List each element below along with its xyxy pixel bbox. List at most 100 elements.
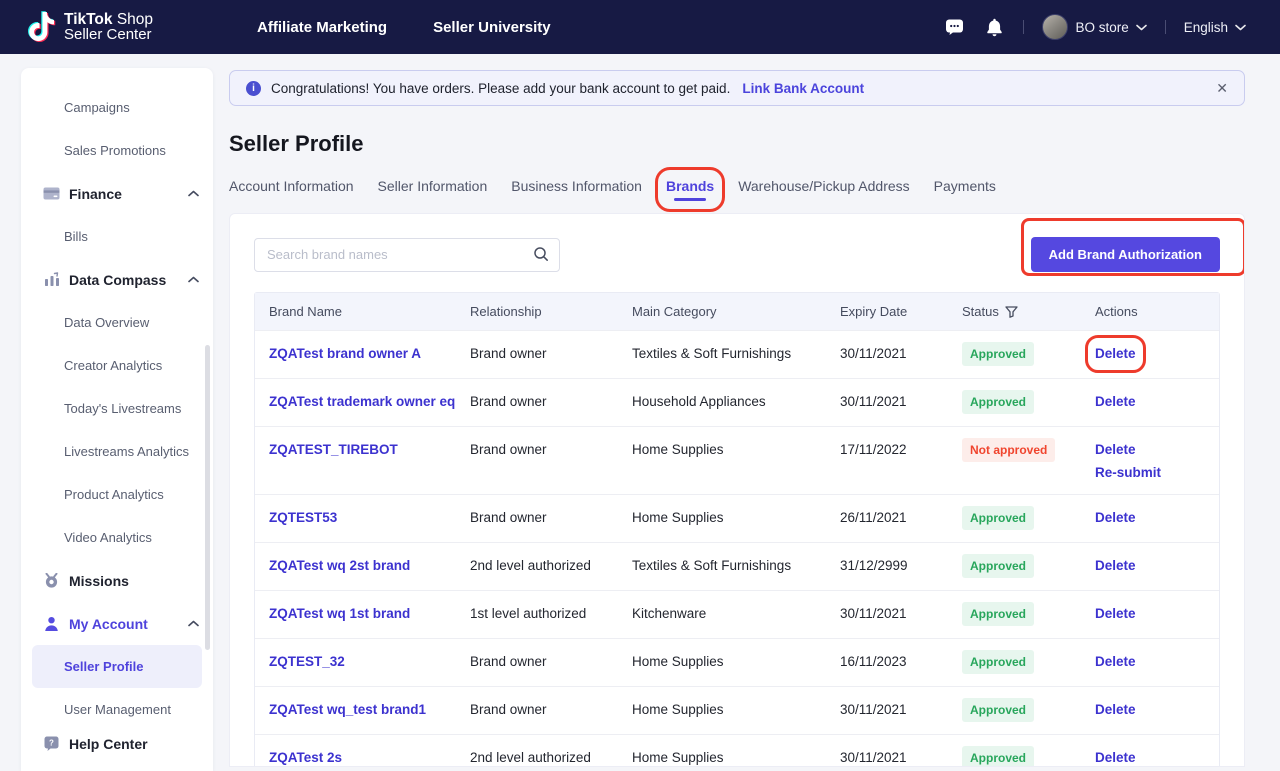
nav-links: Affiliate Marketing Seller University [257, 19, 551, 36]
help-icon: ? [43, 735, 60, 752]
table-row: ZQTEST_32 Brand owner Home Supplies 16/1… [255, 638, 1219, 686]
sidebar-item-data-compass[interactable]: Data Compass [21, 258, 213, 301]
sidebar-item-user-management[interactable]: User Management [64, 702, 171, 717]
table-row: ZQTEST53 Brand owner Home Supplies 26/11… [255, 494, 1219, 542]
brand-name-link[interactable]: ZQATest wq_test brand1 [269, 702, 427, 717]
relationship-cell: Brand owner [470, 394, 547, 409]
chevron-up-icon [188, 190, 199, 197]
tab-warehouse-pickup-address[interactable]: Warehouse/Pickup Address [738, 178, 910, 194]
tab-account-information[interactable]: Account Information [229, 178, 354, 194]
col-actions: Actions [1095, 304, 1138, 319]
sidebar-item-todays-livestreams[interactable]: Today's Livestreams [64, 401, 182, 416]
tiktok-logo-icon [28, 10, 56, 43]
actions-cell: Delete [1095, 749, 1219, 766]
brand-name-link[interactable]: ZQATest trademark owner eq [269, 394, 456, 409]
brand-name-link[interactable]: ZQTEST_32 [269, 654, 345, 669]
sidebar-item-bills[interactable]: Bills [64, 229, 88, 244]
expiry-date-cell: 31/12/2999 [840, 558, 908, 573]
col-expiry-date: Expiry Date [840, 304, 908, 319]
expiry-date-cell: 16/11/2023 [840, 654, 907, 669]
chat-icon[interactable] [943, 16, 965, 38]
actions-cell: Delete [1095, 509, 1219, 527]
missions-icon [43, 572, 60, 589]
sidebar-item-campaigns[interactable]: Campaigns [64, 100, 130, 115]
search-icon[interactable] [533, 246, 549, 262]
link-bank-account-link[interactable]: Link Bank Account [742, 80, 865, 96]
tiktok-shop-logo[interactable]: TikTok Shop Seller Center [28, 10, 153, 43]
sidebar-item-video-analytics[interactable]: Video Analytics [64, 530, 152, 545]
chevron-up-icon [188, 276, 199, 283]
category-cell: Household Appliances [632, 394, 766, 409]
relationship-cell: 1st level authorized [470, 606, 587, 621]
resubmit-link[interactable]: Re-submit [1095, 465, 1162, 480]
delete-link[interactable]: Delete [1095, 606, 1136, 621]
brand-name-link[interactable]: ZQATest wq 1st brand [269, 606, 411, 621]
nav-divider [1164, 20, 1166, 34]
tab-bar: Account Information Seller Information B… [229, 167, 1245, 212]
sidebar-item-help-center[interactable]: ? Help Center [21, 722, 213, 765]
status-badge: Approved [962, 698, 1035, 722]
category-cell: Home Supplies [632, 442, 724, 457]
search-input[interactable] [254, 237, 560, 272]
expiry-date-cell: 30/11/2021 [840, 394, 907, 409]
brand-name: TikTok [64, 11, 113, 28]
brand-subtitle: Seller Center [64, 26, 152, 43]
table-body: ZQATest brand owner A Brand owner Textil… [255, 330, 1219, 766]
sidebar-item-seller-profile[interactable]: Seller Profile [32, 645, 202, 688]
brand-name-link[interactable]: ZQATest wq 2st brand [269, 558, 411, 573]
tab-business-information[interactable]: Business Information [511, 178, 642, 194]
brand-name-link[interactable]: ZQATest brand owner A [269, 346, 422, 361]
delete-link[interactable]: Delete [1095, 750, 1136, 765]
top-navbar: TikTok Shop Seller Center Affiliate Mark… [0, 0, 1280, 54]
expiry-date-cell: 30/11/2021 [840, 346, 907, 361]
col-brand-name: Brand Name [269, 304, 342, 319]
brand-name-link[interactable]: ZQTEST53 [269, 510, 338, 525]
category-cell: Home Supplies [632, 750, 724, 765]
sidebar-item-finance[interactable]: Finance [21, 172, 213, 215]
add-brand-authorization-button[interactable]: Add Brand Authorization [1030, 237, 1220, 272]
sidebar-scrollbar[interactable] [205, 345, 210, 650]
language-switcher[interactable]: English [1184, 20, 1246, 35]
relationship-cell: Brand owner [470, 654, 547, 669]
delete-link[interactable]: Delete [1095, 510, 1136, 525]
actions-cell: Delete [1095, 557, 1219, 575]
col-status: Status [962, 304, 1095, 319]
actions-cell: Delete [1095, 653, 1219, 671]
delete-link[interactable]: Delete [1095, 394, 1136, 409]
close-icon[interactable]: ✕ [1216, 80, 1228, 96]
sidebar-item-data-overview[interactable]: Data Overview [64, 315, 150, 330]
status-badge: Approved [962, 390, 1035, 414]
category-cell: Textiles & Soft Furnishings [632, 346, 792, 361]
delete-link[interactable]: Delete [1085, 335, 1146, 373]
brands-panel: Add Brand Authorization Brand Name Relat… [229, 213, 1245, 767]
delete-link[interactable]: Delete [1095, 558, 1136, 573]
sidebar-item-livestreams-analytics[interactable]: Livestreams Analytics [64, 444, 189, 459]
table-row: ZQATEST_TIREBOT Brand owner Home Supplie… [255, 426, 1219, 494]
tab-payments[interactable]: Payments [933, 178, 996, 194]
relationship-cell: Brand owner [470, 442, 547, 457]
col-relationship: Relationship [470, 304, 542, 319]
sidebar-item-my-account[interactable]: My Account [21, 602, 213, 645]
sidebar-item-missions[interactable]: Missions [21, 559, 213, 602]
expiry-date-cell: 30/11/2021 [840, 750, 907, 765]
tab-brands[interactable]: Brands [654, 167, 726, 212]
filter-funnel-icon[interactable] [1005, 305, 1018, 318]
store-switcher[interactable]: BO store [1042, 14, 1147, 40]
delete-link[interactable]: Delete [1095, 442, 1136, 457]
sidebar-item-creator-analytics[interactable]: Creator Analytics [64, 358, 163, 373]
sidebar-item-product-analytics[interactable]: Product Analytics [64, 487, 164, 502]
status-badge: Approved [962, 602, 1035, 626]
bell-icon[interactable] [983, 16, 1005, 38]
category-cell: Home Supplies [632, 654, 724, 669]
col-main-category: Main Category [632, 304, 717, 319]
delete-link[interactable]: Delete [1095, 654, 1136, 669]
delete-link[interactable]: Delete [1095, 702, 1136, 717]
brand-name-link[interactable]: ZQATEST_TIREBOT [269, 442, 398, 457]
nav-link-affiliate-marketing[interactable]: Affiliate Marketing [257, 18, 388, 36]
brand-name-link[interactable]: ZQATest 2s wq_trademark_brand [269, 750, 343, 765]
nav-link-seller-university[interactable]: Seller University [433, 18, 551, 36]
table-row: ZQATest wq_test brand1 Brand owner Home … [255, 686, 1219, 734]
expiry-date-cell: 26/11/2021 [840, 510, 907, 525]
tab-seller-information[interactable]: Seller Information [377, 178, 488, 194]
sidebar-item-sales-promotions[interactable]: Sales Promotions [64, 143, 166, 158]
